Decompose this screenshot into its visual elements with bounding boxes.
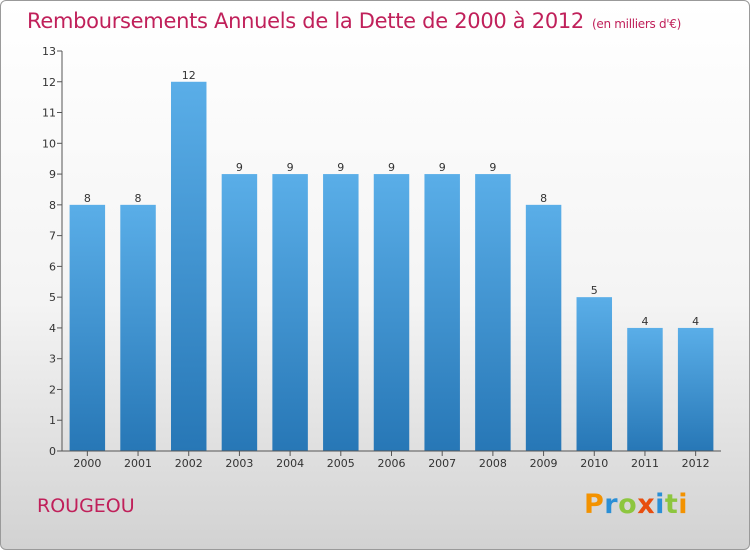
logo-letter: i <box>678 489 689 520</box>
bar-value-label: 8 <box>540 192 547 205</box>
x-tick-label: 2010 <box>580 457 608 470</box>
y-tick-label: 0 <box>49 445 56 458</box>
y-tick-label: 8 <box>49 199 56 212</box>
bar-value-label: 8 <box>84 192 91 205</box>
bar-value-label: 9 <box>439 161 446 174</box>
x-tick-label: 2001 <box>124 457 152 470</box>
bar-value-label: 5 <box>591 284 598 297</box>
bar-2001 <box>120 204 156 451</box>
bar-2004 <box>272 174 308 452</box>
x-tick-label: 2008 <box>479 457 507 470</box>
bar-2012 <box>677 327 714 451</box>
bar-value-label: 4 <box>692 315 699 328</box>
bar-value-label: 12 <box>182 69 196 82</box>
chart-subtitle: (en milliers d'€) <box>592 17 682 31</box>
x-tick-label: 2006 <box>378 457 406 470</box>
x-tick-label: 2005 <box>327 457 355 470</box>
y-tick-label: 6 <box>49 260 56 273</box>
y-tick-label: 3 <box>49 353 56 366</box>
y-tick-label: 13 <box>42 45 56 58</box>
x-axis: 2000 2001 2002 2003 2004 2005 2006 2007 2008 2009… <box>62 450 721 470</box>
y-tick-label: 12 <box>42 76 56 89</box>
x-tick-label: 2007 <box>428 457 456 470</box>
logo-letter: o <box>618 489 638 520</box>
y-tick-label: 9 <box>49 168 56 181</box>
logo-letter: P <box>584 489 605 520</box>
bar-2009 <box>525 204 562 451</box>
y-tick-label: 5 <box>49 291 56 304</box>
bar-2007 <box>424 174 460 452</box>
bar-value-label: 9 <box>287 161 294 174</box>
bar-value-label: 9 <box>337 161 344 174</box>
y-tick-label: 2 <box>49 383 56 396</box>
bar-value-label: 9 <box>388 161 395 174</box>
bar-value-label: 8 <box>135 192 142 205</box>
bars-group: 8 8 12 9 9 9 9 9 9 8 5 4 4 <box>69 69 714 452</box>
logo-letter: t <box>664 489 679 520</box>
logo-letter: r <box>604 489 619 520</box>
logo-letter: i <box>655 489 665 520</box>
x-tick-label: 2011 <box>631 457 659 470</box>
bar-2005 <box>323 174 359 452</box>
y-tick-label: 7 <box>49 230 56 243</box>
place-name: ROUGEOU <box>37 495 135 517</box>
y-tick-label: 10 <box>42 137 56 150</box>
x-tick-label: 2003 <box>225 457 253 470</box>
bar-2008 <box>475 174 511 452</box>
bar-2000 <box>69 204 106 451</box>
chart-title-text: Remboursements Annuels de la Dette de 20… <box>27 9 584 33</box>
y-tick-label: 4 <box>49 322 56 335</box>
bar-2010 <box>576 297 613 451</box>
x-tick-label: 2000 <box>73 457 101 470</box>
bar-2011 <box>627 327 663 451</box>
logo-letter: x <box>637 489 656 520</box>
proxiti-logo[interactable]: Proxiti <box>584 489 688 520</box>
x-tick-label: 2009 <box>530 457 558 470</box>
bar-2003 <box>221 174 258 452</box>
y-tick-label: 11 <box>42 107 56 120</box>
x-tick-label: 2004 <box>276 457 304 470</box>
bar-value-label: 9 <box>489 161 496 174</box>
bar-2006 <box>373 174 410 452</box>
y-tick-label: 1 <box>49 414 56 427</box>
bar-2002 <box>170 81 207 452</box>
chart-title: Remboursements Annuels de la Dette de 20… <box>27 9 681 33</box>
bar-value-label: 9 <box>236 161 243 174</box>
x-tick-label: 2012 <box>682 457 710 470</box>
x-tick-label: 2002 <box>175 457 203 470</box>
bar-value-label: 4 <box>641 315 648 328</box>
